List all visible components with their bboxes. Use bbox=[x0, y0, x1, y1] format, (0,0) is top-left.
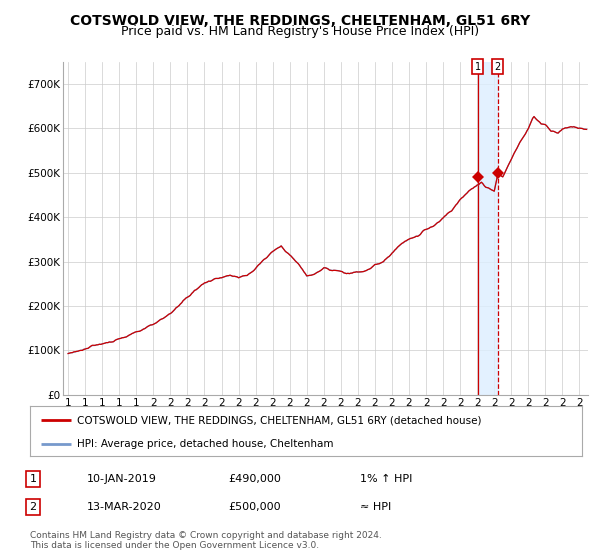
Text: 1: 1 bbox=[475, 62, 481, 72]
Text: 10-JAN-2019: 10-JAN-2019 bbox=[87, 474, 157, 484]
Text: 2: 2 bbox=[29, 502, 37, 512]
Text: COTSWOLD VIEW, THE REDDINGS, CHELTENHAM, GL51 6RY: COTSWOLD VIEW, THE REDDINGS, CHELTENHAM,… bbox=[70, 14, 530, 28]
Text: 13-MAR-2020: 13-MAR-2020 bbox=[87, 502, 162, 512]
Text: HPI: Average price, detached house, Cheltenham: HPI: Average price, detached house, Chel… bbox=[77, 439, 334, 449]
Text: £490,000: £490,000 bbox=[228, 474, 281, 484]
Bar bbox=[478, 62, 498, 395]
Text: 2: 2 bbox=[495, 62, 501, 72]
Text: Price paid vs. HM Land Registry's House Price Index (HPI): Price paid vs. HM Land Registry's House … bbox=[121, 25, 479, 38]
Text: Contains HM Land Registry data © Crown copyright and database right 2024.
This d: Contains HM Land Registry data © Crown c… bbox=[30, 531, 382, 550]
Text: £500,000: £500,000 bbox=[228, 502, 281, 512]
Text: 1% ↑ HPI: 1% ↑ HPI bbox=[360, 474, 412, 484]
Text: 1: 1 bbox=[29, 474, 37, 484]
Text: ≈ HPI: ≈ HPI bbox=[360, 502, 391, 512]
Text: COTSWOLD VIEW, THE REDDINGS, CHELTENHAM, GL51 6RY (detached house): COTSWOLD VIEW, THE REDDINGS, CHELTENHAM,… bbox=[77, 415, 481, 425]
